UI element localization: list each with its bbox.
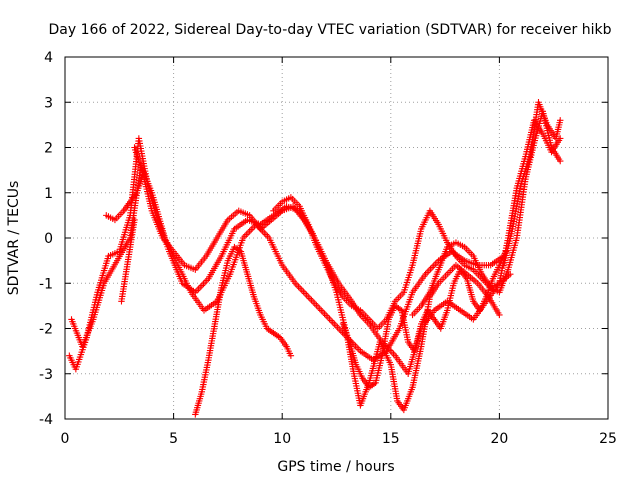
axis-ticks: 0 5 10 15 20 25 -4 -3 -2 -1 0 1 2 3 4: [39, 50, 617, 447]
data-point: [139, 171, 147, 178]
data-point: [287, 352, 295, 359]
series-arc-6: [409, 108, 564, 319]
data-point: [502, 248, 510, 255]
y-tick-label: 4: [44, 50, 53, 66]
x-axis-label: GPS time / hours: [277, 459, 394, 475]
y-tick-label: 2: [44, 141, 53, 157]
series-arc-10: [118, 216, 138, 305]
y-tick-label: 0: [44, 231, 53, 247]
data-point: [496, 311, 503, 319]
data-point: [131, 216, 138, 224]
data-points: [66, 99, 564, 418]
series-arc-4: [192, 243, 295, 418]
x-tick-label: 15: [382, 431, 400, 447]
grid: [65, 57, 608, 419]
series-arc-7: [500, 99, 564, 269]
y-tick-label: -4: [39, 412, 53, 428]
series-arc-8: [339, 248, 510, 391]
y-tick-label: 3: [44, 95, 53, 111]
y-tick-label: -2: [39, 322, 53, 338]
chart-title: Day 166 of 2022, Sidereal Day-to-day VTE…: [49, 22, 612, 38]
x-tick-label: 5: [169, 431, 178, 447]
data-point: [557, 157, 564, 165]
x-tick-label: 10: [273, 431, 291, 447]
y-tick-label: 1: [44, 186, 53, 202]
x-tick-label: 20: [490, 431, 508, 447]
y-axis-label: SDTVAR / TECUs: [6, 181, 22, 296]
data-point: [557, 117, 564, 124]
x-tick-label: 25: [599, 431, 617, 447]
y-tick-label: -1: [39, 276, 53, 292]
series-arc-9: [103, 171, 147, 224]
plot-frame: [64, 56, 609, 420]
x-tick-label: 0: [61, 431, 70, 447]
y-tick-label: -3: [39, 367, 53, 383]
